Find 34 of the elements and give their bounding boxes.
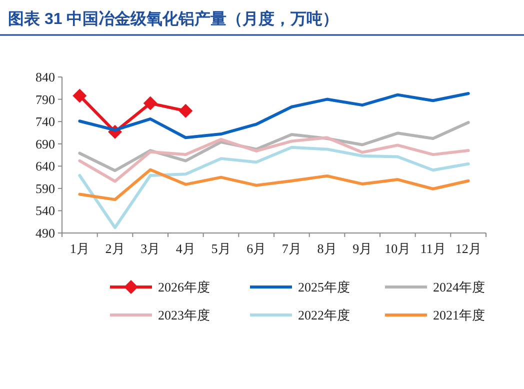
y-tick-label: 590 [36, 180, 55, 196]
x-tick-label: 9月 [352, 241, 372, 256]
y-tick-label: 690 [36, 136, 55, 152]
point [143, 96, 158, 110]
x-tick-label: 11月 [420, 241, 446, 256]
x-tick-label: 2月 [105, 241, 125, 256]
legend-label: 2021年度 [433, 308, 485, 322]
x-tick-label: 10月 [384, 241, 411, 256]
legend-label: 2025年度 [298, 280, 350, 294]
x-tick-label: 8月 [317, 241, 337, 256]
line-series [78, 136, 470, 183]
point [178, 104, 193, 118]
y-tick-label: 540 [36, 203, 55, 218]
x-tick-label: 7月 [282, 241, 302, 256]
legend-label: 2024年度 [433, 280, 485, 294]
legend-label: 2023年度 [158, 308, 210, 322]
y-tick-label: 790 [36, 92, 55, 107]
x-tick-label: 3月 [140, 241, 160, 256]
x-tick-label: 6月 [246, 241, 266, 256]
y-tick-label: 490 [36, 226, 55, 240]
legend-label: 2026年度 [158, 280, 210, 294]
x-tick-label: 12月 [455, 241, 482, 256]
x-tick-label: 1月 [70, 241, 90, 256]
x-tick-label: 4月 [176, 241, 196, 256]
line-series [78, 92, 470, 140]
y-tick-label: 640 [36, 158, 55, 174]
line-series [78, 146, 470, 230]
x-tick-label: 5月 [211, 241, 231, 256]
chart-title: 图表 31 中国冶金级氧化铝产量（月度，万吨） [8, 9, 339, 28]
y-tick-label: 740 [36, 114, 55, 130]
point [72, 88, 87, 103]
y-tick-label: 840 [36, 70, 55, 84]
legend-label: 2022年度 [298, 308, 350, 322]
line-series [78, 168, 470, 202]
